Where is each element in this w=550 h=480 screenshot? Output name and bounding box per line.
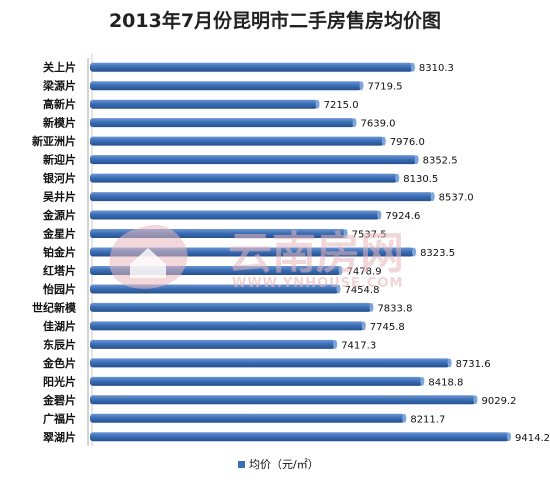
bar [90, 358, 450, 368]
category-label: 新亚洲片 [32, 134, 76, 148]
value-label: 8418.8 [428, 377, 463, 388]
bar-cap [507, 432, 511, 442]
bar [90, 413, 405, 423]
bar [90, 136, 384, 146]
category-label: 翠湖片 [43, 430, 76, 444]
category-label: 佳湖片 [43, 319, 76, 333]
watermark: 云南房网 WWW.YNHOUSE.COM [109, 224, 404, 291]
bar-cap [402, 413, 407, 423]
value-label: 7417.3 [341, 340, 376, 351]
bar-cap [395, 173, 400, 183]
category-labels: 关上片梁源片高新片新模片新亚洲片新迎片银河片吴井片金源片金星片铂金片红塔片怡园片… [32, 60, 77, 444]
bar-cap [336, 284, 341, 294]
category-label: 世纪新模 [32, 300, 77, 314]
bar-cap [361, 321, 366, 331]
value-label: 9414.2 [515, 433, 550, 444]
category-label: 高新片 [43, 97, 76, 111]
bar-cap [447, 358, 452, 368]
legend-swatch [238, 461, 245, 468]
bar-cap [352, 118, 357, 128]
bar-cap [473, 395, 478, 405]
value-label: 7454.8 [344, 285, 379, 296]
watermark-logo-icon [109, 224, 188, 289]
value-label: 8310.3 [419, 63, 454, 74]
bars-group [90, 62, 511, 442]
value-label: 7745.8 [370, 322, 405, 333]
value-label: 8537.0 [439, 193, 474, 204]
watermark-subtext: WWW.YNHOUSE.COM [232, 276, 403, 291]
value-label: 7833.8 [377, 303, 412, 314]
category-label: 吴井片 [43, 190, 76, 204]
value-label: 8731.6 [456, 359, 491, 370]
value-label: 8130.5 [403, 174, 438, 185]
value-label: 9029.2 [481, 396, 516, 407]
category-label: 新迎片 [43, 153, 76, 167]
bar-cap [359, 81, 364, 91]
bar-cap [377, 210, 382, 220]
value-label: 7537.5 [352, 230, 387, 241]
category-label: 广福片 [43, 411, 76, 425]
category-label: 铂金片 [43, 245, 76, 259]
category-label: 红塔片 [43, 263, 76, 277]
bar [90, 81, 362, 91]
bar [90, 376, 423, 386]
bar [90, 395, 476, 405]
value-label: 8352.5 [423, 156, 458, 167]
legend: 均价（元/㎡） [238, 458, 319, 471]
bar-cap [414, 155, 419, 165]
bar [90, 432, 509, 442]
value-label: 7478.9 [347, 266, 382, 277]
bar-cap [338, 265, 343, 275]
category-label: 梁源片 [42, 79, 76, 93]
value-label: 8323.5 [420, 248, 455, 259]
category-label: 金碧片 [42, 393, 76, 407]
bar [90, 192, 433, 202]
bar [90, 339, 336, 349]
legend-label: 均价（元/㎡） [249, 458, 319, 471]
bar-cap [369, 302, 374, 312]
bar-cap [412, 247, 417, 257]
bar [90, 302, 372, 312]
bar [90, 118, 355, 128]
category-label: 新模片 [43, 116, 76, 130]
bar-cap [381, 136, 386, 146]
value-label: 8211.7 [410, 414, 445, 425]
bar-cap [420, 376, 425, 386]
bar [90, 155, 417, 165]
category-label: 银河片 [43, 171, 76, 185]
bar-cap [333, 339, 338, 349]
category-label: 金色片 [42, 356, 76, 370]
category-label: 东辰片 [43, 337, 76, 351]
bar-cap [430, 192, 435, 202]
value-label: 7924.6 [385, 211, 420, 222]
bar-cap [410, 62, 415, 72]
value-label: 7639.0 [360, 119, 395, 130]
category-label: 阳光片 [43, 374, 76, 388]
chart-title: 2013年7月份昆明市二手房售房均价图 [109, 9, 441, 32]
watermark-text: 云南房网 [228, 228, 404, 279]
value-label: 7719.5 [368, 82, 403, 93]
category-label: 金源片 [42, 208, 76, 222]
category-label: 金星片 [42, 227, 76, 241]
bar [90, 99, 318, 109]
bar [90, 173, 398, 183]
value-label: 7215.0 [324, 100, 359, 111]
value-label: 7976.0 [390, 137, 425, 148]
bar-cap [343, 229, 348, 239]
category-label: 关上片 [43, 60, 76, 74]
bar [90, 321, 364, 331]
category-label: 怡园片 [43, 282, 76, 296]
bar [90, 210, 380, 220]
bar-cap [315, 99, 320, 109]
bar [90, 62, 413, 72]
